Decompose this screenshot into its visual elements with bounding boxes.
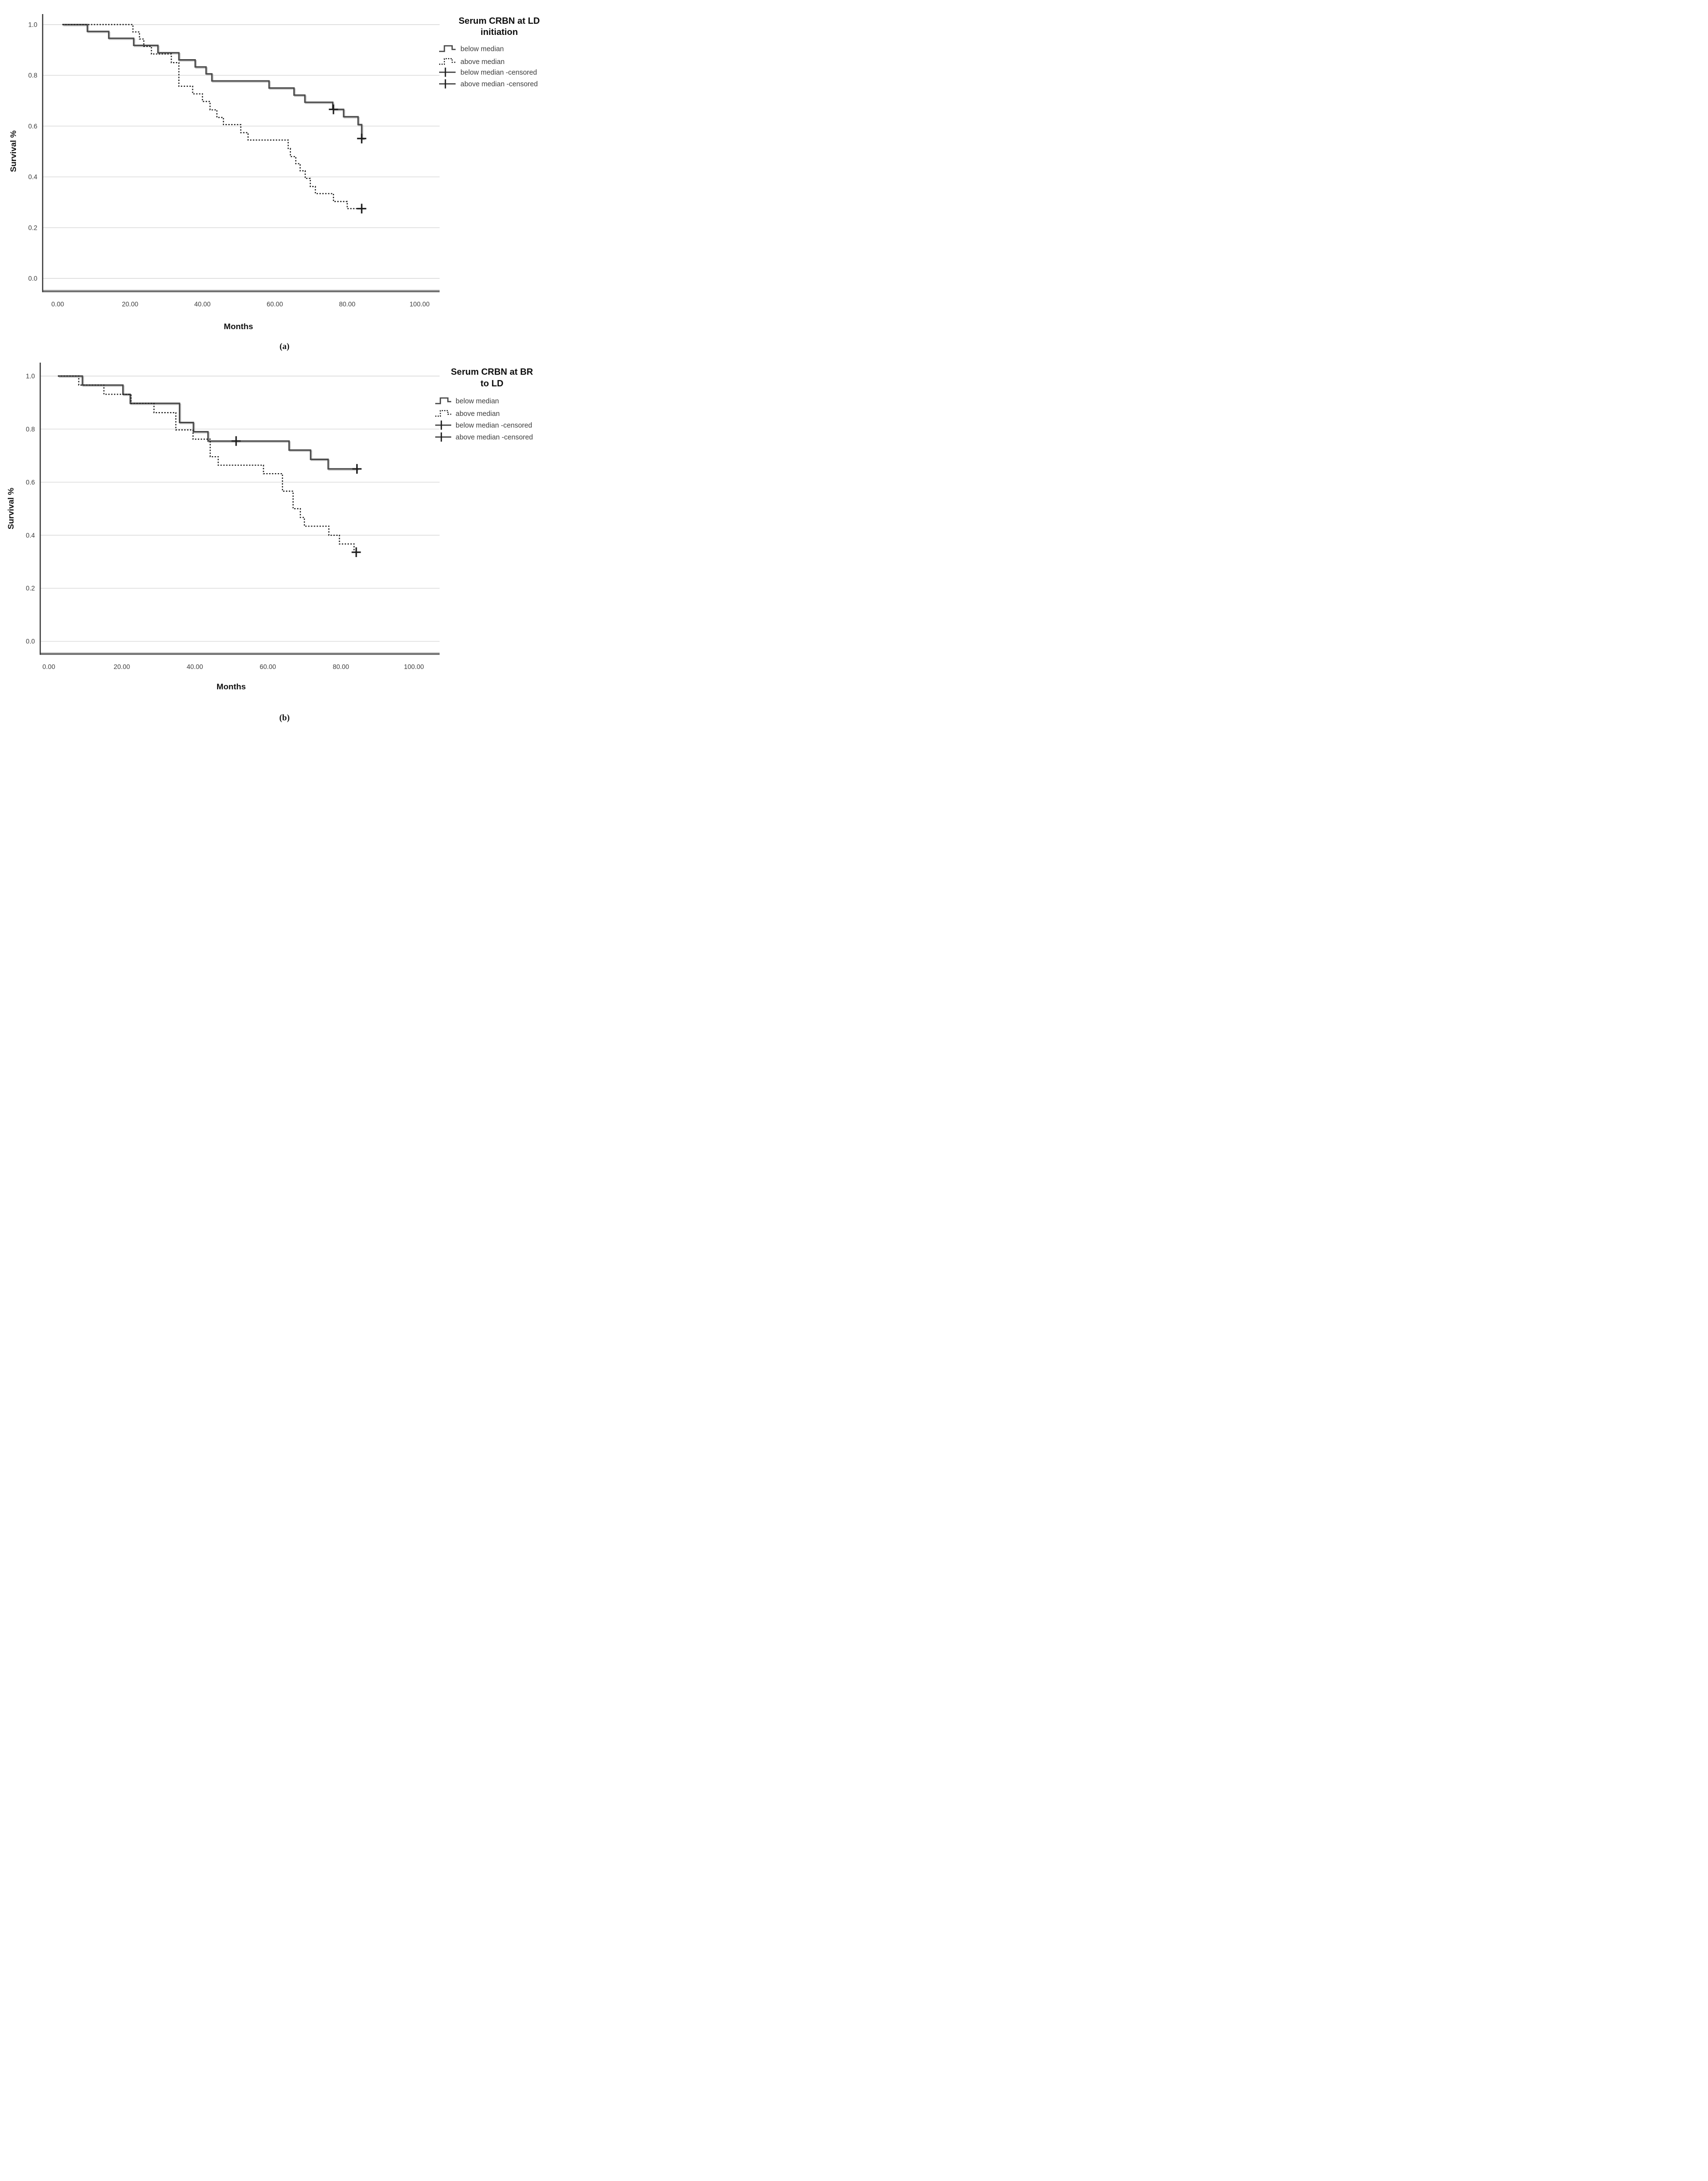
y-tick-label: 0.4 [28,174,37,181]
km-chart-a: 0.00 20.00 40.00 60.00 80.00 100.00 1.0 0.8 0.6 0… [9,14,540,351]
legend-item-label: above median [456,410,500,418]
gridlines-a [43,24,440,279]
x-tick-label: 20.00 [122,301,138,308]
km-chart-b: 0.00 20.00 40.00 60.00 80.00 100.00 1.0 0.8 0.6 0… [6,363,533,722]
caption-a: (a) [280,341,290,351]
legend-item-label: above median -censored [456,434,533,442]
figure-canvas: 0.00 20.00 40.00 60.00 80.00 100.00 1.0 0.8 0.6 0… [6,14,540,722]
legend-item-label: below median [460,46,504,53]
legend-items-b: below median above median below median -ce… [435,397,533,442]
y-axis-title-a: Survival % [9,130,18,172]
legend-item-label: below median -censored [456,422,532,430]
legend-step-solid-icon [439,45,456,52]
below-median-curve [58,375,358,470]
y-tick-label: 0.6 [28,123,37,130]
y-tick-label: 0.2 [28,224,37,231]
y-tick-label: 1.0 [26,372,35,380]
legend-item-label: above median -censored [460,80,538,88]
legend-a: Serum CRBN at LD initiation below median… [439,16,540,89]
legend-b: Serum CRBN at BR to LD below median above… [435,366,533,442]
above-median-curve [58,375,358,553]
axes-a [42,14,440,292]
legend-title-b-line1: Serum CRBN at BR [451,366,533,377]
x-tick-label: 80.00 [332,663,349,670]
censor-marks-a [329,104,366,214]
y-tick-label: 0.2 [26,585,35,592]
legend-step-solid-icon [435,397,451,404]
legend-title-a-line2: initiation [480,27,518,37]
x-tick-label: 60.00 [267,301,283,308]
legend-item-label: above median [460,58,505,66]
x-axis-title-a: Months [224,322,253,331]
x-tick-label: 100.00 [410,301,429,308]
y-tick-label: 0.0 [28,275,37,282]
above-median-curve [62,24,363,209]
y-tick-label: 0.0 [26,638,35,645]
x-tick-label: 40.00 [194,301,211,308]
legend-title-a-line1: Serum CRBN at LD [459,16,540,26]
tick-labels-b: 0.00 20.00 40.00 60.00 80.00 100.00 1.0 0.8 0.6 0… [26,372,424,670]
series-a [62,24,365,209]
y-axis-title-b: Survival % [6,488,16,529]
legend-title-b-line2: to LD [480,378,503,388]
censor-marks-b [231,436,362,557]
y-tick-label: 1.0 [28,21,37,28]
x-tick-label: 0.00 [51,301,64,308]
tick-labels-a: 0.00 20.00 40.00 60.00 80.00 100.00 1.0 0.8 0.6 0… [28,21,429,308]
legend-item-label: below median [456,398,499,405]
series-b [58,375,359,553]
y-tick-label: 0.8 [28,72,37,79]
x-axis-title-b: Months [217,682,246,691]
legend-items-a: below median above median below median -ce… [439,45,538,89]
caption-b: (b) [279,713,290,722]
km-survival-figure: 0.00 20.00 40.00 60.00 80.00 100.00 1.0 0.8 0.6 0… [0,0,569,727]
x-tick-label: 100.00 [404,663,424,670]
x-tick-label: 40.00 [187,663,203,670]
gridlines-b [40,376,440,642]
x-tick-label: 80.00 [339,301,355,308]
y-tick-label: 0.6 [26,478,35,486]
x-tick-label: 0.00 [43,663,55,670]
below-median-curve-shadow [63,25,365,141]
x-tick-label: 60.00 [260,663,276,670]
legend-item-label: below median -censored [460,69,537,77]
x-tick-label: 20.00 [113,663,130,670]
y-tick-label: 0.4 [26,532,35,539]
below-median-curve [62,24,364,140]
axes-b [39,363,440,655]
y-tick-label: 0.8 [26,426,35,433]
legend-step-dashed-icon [435,410,451,417]
legend-step-dashed-icon [439,58,456,65]
